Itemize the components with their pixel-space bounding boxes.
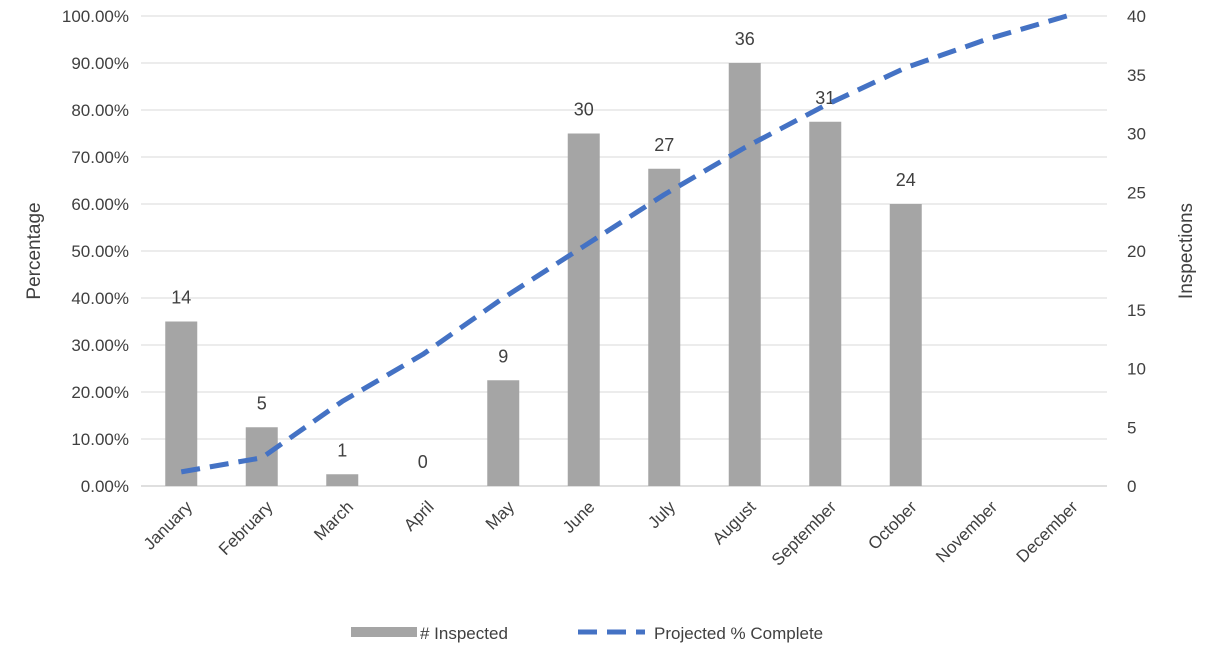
bar-data-label: 1 [337, 440, 347, 460]
right-tick-label: 20 [1127, 242, 1146, 261]
bar [326, 474, 359, 486]
right-axis-title: Inspections [1176, 203, 1197, 299]
x-tick-label: April [400, 497, 437, 534]
left-tick-label: 20.00% [71, 383, 129, 402]
legend-swatch-inspected [351, 627, 417, 637]
bar-data-label: 5 [257, 393, 267, 413]
bar-data-label: 30 [574, 100, 594, 120]
left-tick-label: 0.00% [81, 477, 129, 496]
bar [809, 121, 842, 486]
left-tick-label: 90.00% [71, 54, 129, 73]
left-tick-label: 50.00% [71, 242, 129, 261]
right-tick-label: 15 [1127, 301, 1146, 320]
x-tick-label: August [709, 497, 760, 548]
x-tick-label: February [215, 497, 277, 559]
x-tick-label: October [864, 497, 920, 553]
left-tick-label: 40.00% [71, 289, 129, 308]
right-axis-ticks: 0 5 10 15 20 25 30 35 40 [1127, 7, 1146, 496]
left-axis-title: Percentage [24, 202, 45, 299]
bar-data-label: 27 [654, 135, 674, 155]
x-tick-label: December [1013, 497, 1082, 566]
bar-series [165, 63, 922, 486]
bar-data-label: 9 [498, 346, 508, 366]
left-tick-label: 30.00% [71, 336, 129, 355]
bar [567, 133, 600, 486]
x-tick-label: June [559, 497, 599, 537]
bar-data-label: 31 [815, 88, 835, 108]
right-tick-label: 35 [1127, 66, 1146, 85]
left-tick-label: 100.00% [62, 7, 129, 26]
right-tick-label: 0 [1127, 477, 1136, 496]
right-tick-label: 5 [1127, 418, 1136, 437]
bar-data-labels: 14 5 1 0 9 30 27 36 31 24 [171, 29, 916, 472]
right-tick-label: 25 [1127, 183, 1146, 202]
bar-data-label: 24 [896, 170, 916, 190]
bar [889, 204, 922, 486]
right-tick-label: 10 [1127, 360, 1146, 379]
bar-data-label: 14 [171, 288, 191, 308]
right-tick-label: 30 [1127, 125, 1146, 144]
left-tick-label: 70.00% [71, 148, 129, 167]
legend: # Inspected Projected % Complete [351, 624, 823, 643]
bar [648, 168, 681, 486]
x-tick-label: January [140, 497, 197, 554]
left-axis-ticks: 0.00% 10.00% 20.00% 30.00% 40.00% 50.00% 60.00… [62, 7, 129, 496]
x-tick-label: November [932, 497, 1001, 566]
left-tick-label: 60.00% [71, 195, 129, 214]
right-tick-label: 40 [1127, 7, 1146, 26]
bar [245, 427, 278, 486]
bar-data-label: 0 [418, 452, 428, 472]
legend-label-projected: Projected % Complete [654, 624, 823, 643]
x-tick-label: May [482, 497, 518, 533]
bar [165, 321, 198, 486]
x-tick-label: September [768, 497, 840, 569]
bar [487, 380, 520, 486]
projected-line [180, 13, 1068, 475]
bar-data-label: 36 [735, 29, 755, 49]
x-tick-label: July [644, 497, 679, 532]
legend-label-inspected: # Inspected [420, 624, 508, 643]
gridlines [141, 15, 1107, 487]
bar [728, 63, 761, 486]
left-tick-label: 80.00% [71, 101, 129, 120]
x-tick-label: March [310, 497, 357, 544]
line-series [180, 13, 1068, 475]
left-tick-label: 10.00% [71, 430, 129, 449]
x-axis-ticks: January February March April May June July Augu… [140, 497, 1082, 570]
